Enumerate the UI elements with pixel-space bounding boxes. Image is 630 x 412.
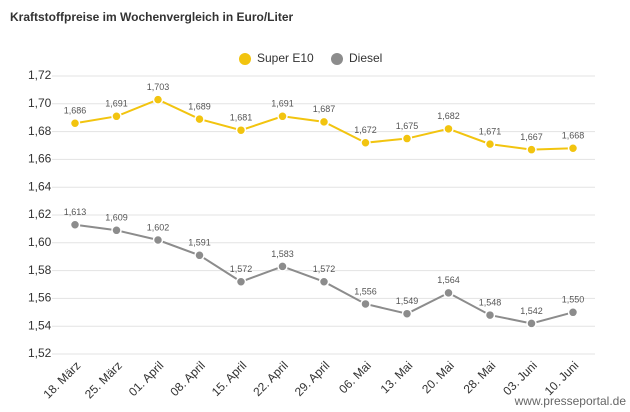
data-point	[194, 250, 205, 261]
watermark: www.presseportal.de	[514, 394, 627, 408]
data-label: 1,667	[520, 132, 543, 142]
data-label: 1,548	[479, 297, 502, 307]
data-point	[443, 123, 454, 135]
chart-title: Kraftstoffpreise im Wochenvergleich in E…	[10, 10, 293, 24]
data-label: 1,583	[271, 249, 294, 259]
y-tick-label: 1,64	[28, 179, 52, 193]
data-label: 1,672	[354, 125, 377, 135]
data-point	[443, 287, 454, 299]
y-tick-label: 1,52	[28, 346, 52, 360]
data-point	[235, 276, 247, 287]
data-label: 1,691	[271, 99, 294, 109]
data-label: 1,549	[396, 296, 419, 306]
data-point	[401, 308, 413, 319]
data-point	[318, 116, 330, 128]
data-point	[194, 113, 205, 125]
legend-label: Super E10	[257, 51, 314, 65]
data-label: 1,671	[479, 126, 502, 136]
data-point	[567, 307, 579, 318]
data-point	[360, 137, 371, 148]
data-label: 1,703	[147, 82, 170, 92]
data-label: 1,564	[437, 275, 460, 285]
x-tick-label: 13. Mai	[378, 358, 416, 396]
data-point	[318, 276, 330, 287]
data-point	[277, 261, 288, 272]
x-tick-label: 29. April	[292, 358, 333, 399]
data-label: 1,613	[64, 207, 87, 217]
legend-marker	[239, 53, 251, 65]
y-tick-label: 1,68	[28, 124, 52, 138]
y-tick-label: 1,58	[28, 263, 52, 277]
data-point	[360, 298, 371, 310]
legend-marker	[331, 53, 343, 65]
data-label: 1,687	[313, 104, 336, 114]
x-tick-label: 10. Juni	[542, 358, 582, 398]
x-tick-label: 20. Mai	[419, 358, 457, 396]
y-tick-label: 1,72	[28, 68, 52, 82]
data-point	[235, 124, 247, 136]
y-tick-label: 1,54	[28, 318, 52, 332]
data-point	[484, 138, 496, 150]
data-point	[526, 144, 537, 155]
data-label: 1,542	[520, 306, 543, 316]
legend-label: Diesel	[349, 51, 382, 65]
data-label: 1,681	[230, 113, 253, 123]
data-point	[111, 111, 122, 122]
data-point	[111, 225, 122, 236]
x-tick-label: 18. März	[40, 358, 83, 401]
data-label: 1,689	[188, 101, 211, 111]
y-tick-label: 1,66	[28, 152, 52, 166]
data-label: 1,682	[437, 111, 460, 121]
data-point	[69, 219, 81, 230]
data-point	[401, 133, 413, 144]
data-point	[152, 234, 164, 246]
data-label: 1,550	[562, 295, 585, 305]
data-label: 1,591	[188, 238, 211, 248]
data-label: 1,691	[105, 99, 128, 109]
data-label: 1,602	[147, 222, 170, 232]
y-tick-label: 1,60	[28, 235, 52, 249]
data-label: 1,609	[105, 213, 128, 223]
y-tick-label: 1,56	[28, 291, 52, 305]
data-label: 1,675	[396, 121, 419, 131]
x-tick-label: 28. Mai	[461, 358, 499, 396]
data-point	[152, 94, 164, 105]
data-point	[277, 111, 288, 122]
x-tick-label: 22. April	[250, 358, 291, 399]
data-point	[484, 309, 496, 321]
data-label: 1,668	[562, 131, 585, 141]
data-point	[567, 143, 579, 154]
data-label: 1,686	[64, 106, 87, 116]
x-tick-label: 06. Mai	[336, 358, 374, 396]
x-tick-label: 15. April	[209, 358, 250, 399]
data-point	[526, 318, 537, 329]
x-tick-label: 08. April	[167, 358, 208, 399]
x-tick-label: 25. März	[82, 358, 125, 401]
x-tick-label: 01. April	[126, 358, 167, 399]
data-label: 1,572	[313, 264, 336, 274]
y-tick-label: 1,70	[28, 96, 52, 110]
data-point	[69, 118, 81, 129]
data-label: 1,572	[230, 264, 253, 274]
x-tick-label: 03. Juni	[500, 358, 540, 398]
data-label: 1,556	[354, 286, 377, 296]
y-tick-label: 1,62	[28, 207, 52, 221]
